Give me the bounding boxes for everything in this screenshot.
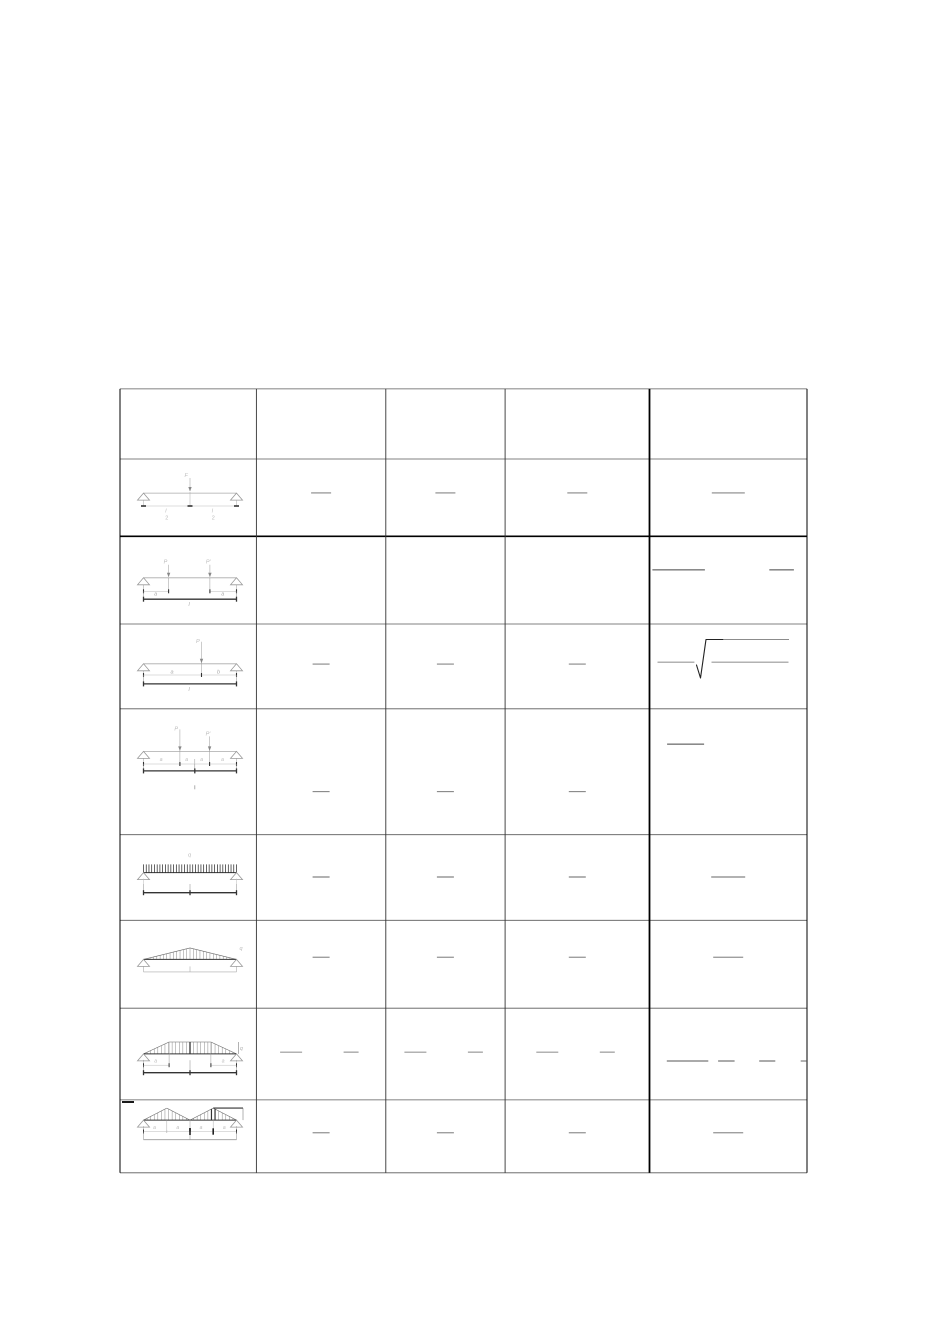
svg-text:a: a [200, 1125, 203, 1131]
svg-text:a: a [221, 757, 224, 763]
svg-text:2: 2 [165, 516, 168, 522]
svg-text:a: a [171, 670, 174, 676]
svg-text:l: l [189, 602, 191, 608]
svg-text:a: a [222, 1059, 225, 1065]
svg-text:q: q [188, 852, 192, 858]
svg-text:a: a [185, 757, 188, 763]
svg-text:P': P' [206, 560, 212, 566]
svg-text:a: a [154, 591, 157, 597]
svg-text:P: P [164, 560, 168, 566]
svg-text:a: a [153, 1125, 156, 1131]
svg-text:q: q [240, 1046, 243, 1052]
svg-text:l: l [165, 509, 167, 515]
svg-text:F: F [185, 473, 189, 479]
svg-text:l: l [212, 509, 214, 515]
svg-text:P': P' [206, 731, 212, 737]
svg-text:a: a [221, 591, 224, 597]
svg-text:l: l [189, 687, 191, 693]
svg-text:b: b [217, 670, 220, 676]
svg-text:P: P [196, 639, 200, 645]
svg-text:P: P [174, 726, 178, 732]
svg-text:a: a [160, 757, 163, 763]
svg-text:a: a [223, 1125, 226, 1131]
svg-text:2: 2 [212, 516, 215, 522]
svg-text:q: q [240, 946, 244, 952]
svg-text:a: a [176, 1125, 179, 1131]
svg-text:a: a [154, 1059, 157, 1065]
svg-text:a: a [200, 757, 203, 763]
